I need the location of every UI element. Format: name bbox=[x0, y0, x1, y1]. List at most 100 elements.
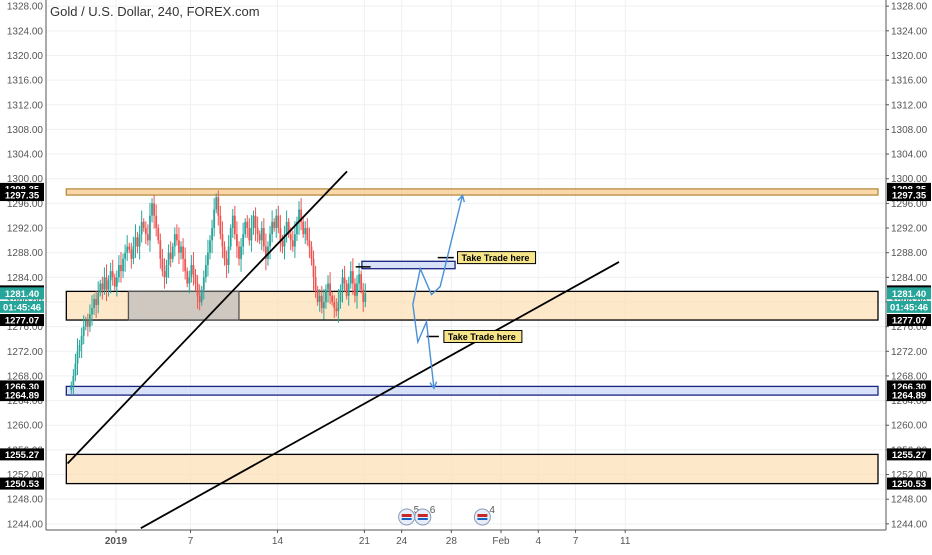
candle-body bbox=[289, 234, 292, 241]
price-label-left: 1297.35 bbox=[0, 189, 44, 202]
price-label-text: 1264.89 bbox=[892, 391, 926, 402]
event-count: 5 bbox=[414, 505, 420, 516]
x-tick-label: 4 bbox=[535, 536, 541, 547]
take-trade-label: Take Trade here bbox=[462, 253, 530, 263]
candle-body bbox=[248, 228, 251, 241]
candle-body bbox=[171, 246, 174, 259]
candle-body bbox=[285, 221, 288, 235]
event-flag-icon[interactable]: 5 bbox=[398, 505, 420, 526]
blue-support-zone bbox=[65, 385, 879, 396]
flag-stripe bbox=[401, 518, 412, 520]
candle-body bbox=[115, 277, 118, 287]
candle-body bbox=[211, 228, 213, 241]
candle-body bbox=[190, 265, 193, 278]
price-label-text: 1266.30 bbox=[5, 382, 39, 393]
y-tick-left: 1272.00 bbox=[7, 347, 44, 358]
candle-body bbox=[97, 292, 100, 306]
event-flag-icon[interactable]: 6 bbox=[414, 505, 436, 526]
candle-body bbox=[254, 215, 257, 229]
y-tick-left: 1304.00 bbox=[7, 150, 44, 161]
y-tick-right: 1260.00 bbox=[891, 421, 928, 432]
x-tick-label: 21 bbox=[359, 536, 371, 547]
price-label-right: 1281.40 bbox=[887, 287, 931, 300]
candle-body bbox=[178, 240, 180, 253]
price-label-bg bbox=[0, 189, 44, 202]
y-tick-right: 1284.00 bbox=[891, 273, 928, 284]
x-tick-label: 11 bbox=[620, 536, 631, 547]
candle-body bbox=[347, 283, 350, 296]
price-label-right: 1250.53 bbox=[887, 477, 931, 490]
candle-body bbox=[126, 246, 129, 253]
candle-body bbox=[144, 228, 147, 235]
candle-body bbox=[86, 320, 89, 327]
candle-body bbox=[287, 221, 290, 235]
price-label-bg bbox=[0, 287, 44, 300]
price-label-text: 1250.53 bbox=[5, 479, 39, 490]
candle-body bbox=[194, 274, 197, 284]
x-tick-label: 28 bbox=[446, 536, 458, 547]
candle-body bbox=[310, 246, 313, 259]
candle-body bbox=[242, 234, 245, 247]
y-tick-left: 1284.00 bbox=[7, 273, 44, 284]
x-tick-label: 24 bbox=[396, 536, 408, 547]
candle-body bbox=[343, 277, 346, 284]
y-tick-left: 1292.00 bbox=[7, 224, 44, 235]
candle-body bbox=[273, 221, 276, 229]
y-tick-right: 1252.00 bbox=[891, 470, 928, 481]
candle-body bbox=[246, 221, 249, 229]
y-tick-right: 1292.00 bbox=[891, 224, 928, 235]
price-label-bg bbox=[0, 448, 44, 461]
y-tick-left: 1312.00 bbox=[7, 100, 44, 111]
candle-body bbox=[124, 252, 127, 259]
trendlines bbox=[66, 170, 620, 529]
price-label-text: 1250.53 bbox=[892, 479, 926, 490]
price-label-bg bbox=[887, 314, 931, 327]
y-tick-left: 1308.00 bbox=[7, 125, 44, 136]
candle-body bbox=[161, 258, 164, 272]
candle-body bbox=[304, 228, 307, 235]
flag-stripe bbox=[477, 518, 488, 520]
take-trade-label-bg bbox=[457, 251, 537, 265]
candle-body bbox=[151, 203, 153, 216]
candle-body bbox=[316, 289, 319, 302]
candle-body bbox=[223, 246, 226, 259]
price-label-bg bbox=[0, 300, 44, 313]
y-tick-right: 1316.00 bbox=[891, 76, 928, 87]
candle-body bbox=[329, 283, 331, 296]
candle-body bbox=[341, 277, 344, 290]
y-tick-right: 1268.00 bbox=[891, 371, 928, 382]
candle-body bbox=[204, 265, 207, 278]
candle-body bbox=[180, 246, 182, 253]
candle-body bbox=[157, 228, 160, 241]
candle-body bbox=[165, 265, 168, 278]
y-tick-left: 1296.00 bbox=[7, 199, 44, 210]
price-label-left: 01:45:46 bbox=[0, 300, 44, 313]
blue-small-zone bbox=[361, 260, 456, 270]
candle-body bbox=[277, 215, 280, 229]
bearish-projection-arrow-head bbox=[429, 381, 438, 390]
candle-body bbox=[200, 289, 203, 302]
price-label-text: 1277.07 bbox=[5, 316, 39, 327]
candle-body bbox=[111, 271, 114, 278]
event-flag-icon[interactable]: 4 bbox=[473, 505, 495, 526]
candle-body bbox=[252, 215, 255, 229]
candle-body bbox=[240, 246, 242, 259]
y-tick-right: 1272.00 bbox=[891, 347, 928, 358]
candle-body bbox=[279, 228, 282, 241]
price-label-text: 1264.89 bbox=[5, 391, 39, 402]
candle-body bbox=[331, 295, 334, 302]
price-label-text: 1255.27 bbox=[892, 450, 926, 461]
candle-body bbox=[91, 308, 93, 315]
candle-body bbox=[275, 215, 278, 229]
y-tick-left: 1264.00 bbox=[7, 396, 44, 407]
candle-body bbox=[337, 301, 340, 312]
candle-body bbox=[354, 283, 356, 296]
y-tick-left: 1244.00 bbox=[7, 519, 44, 530]
price-label-bg bbox=[0, 389, 44, 402]
candle-body bbox=[72, 375, 75, 386]
candle-body bbox=[138, 234, 141, 247]
